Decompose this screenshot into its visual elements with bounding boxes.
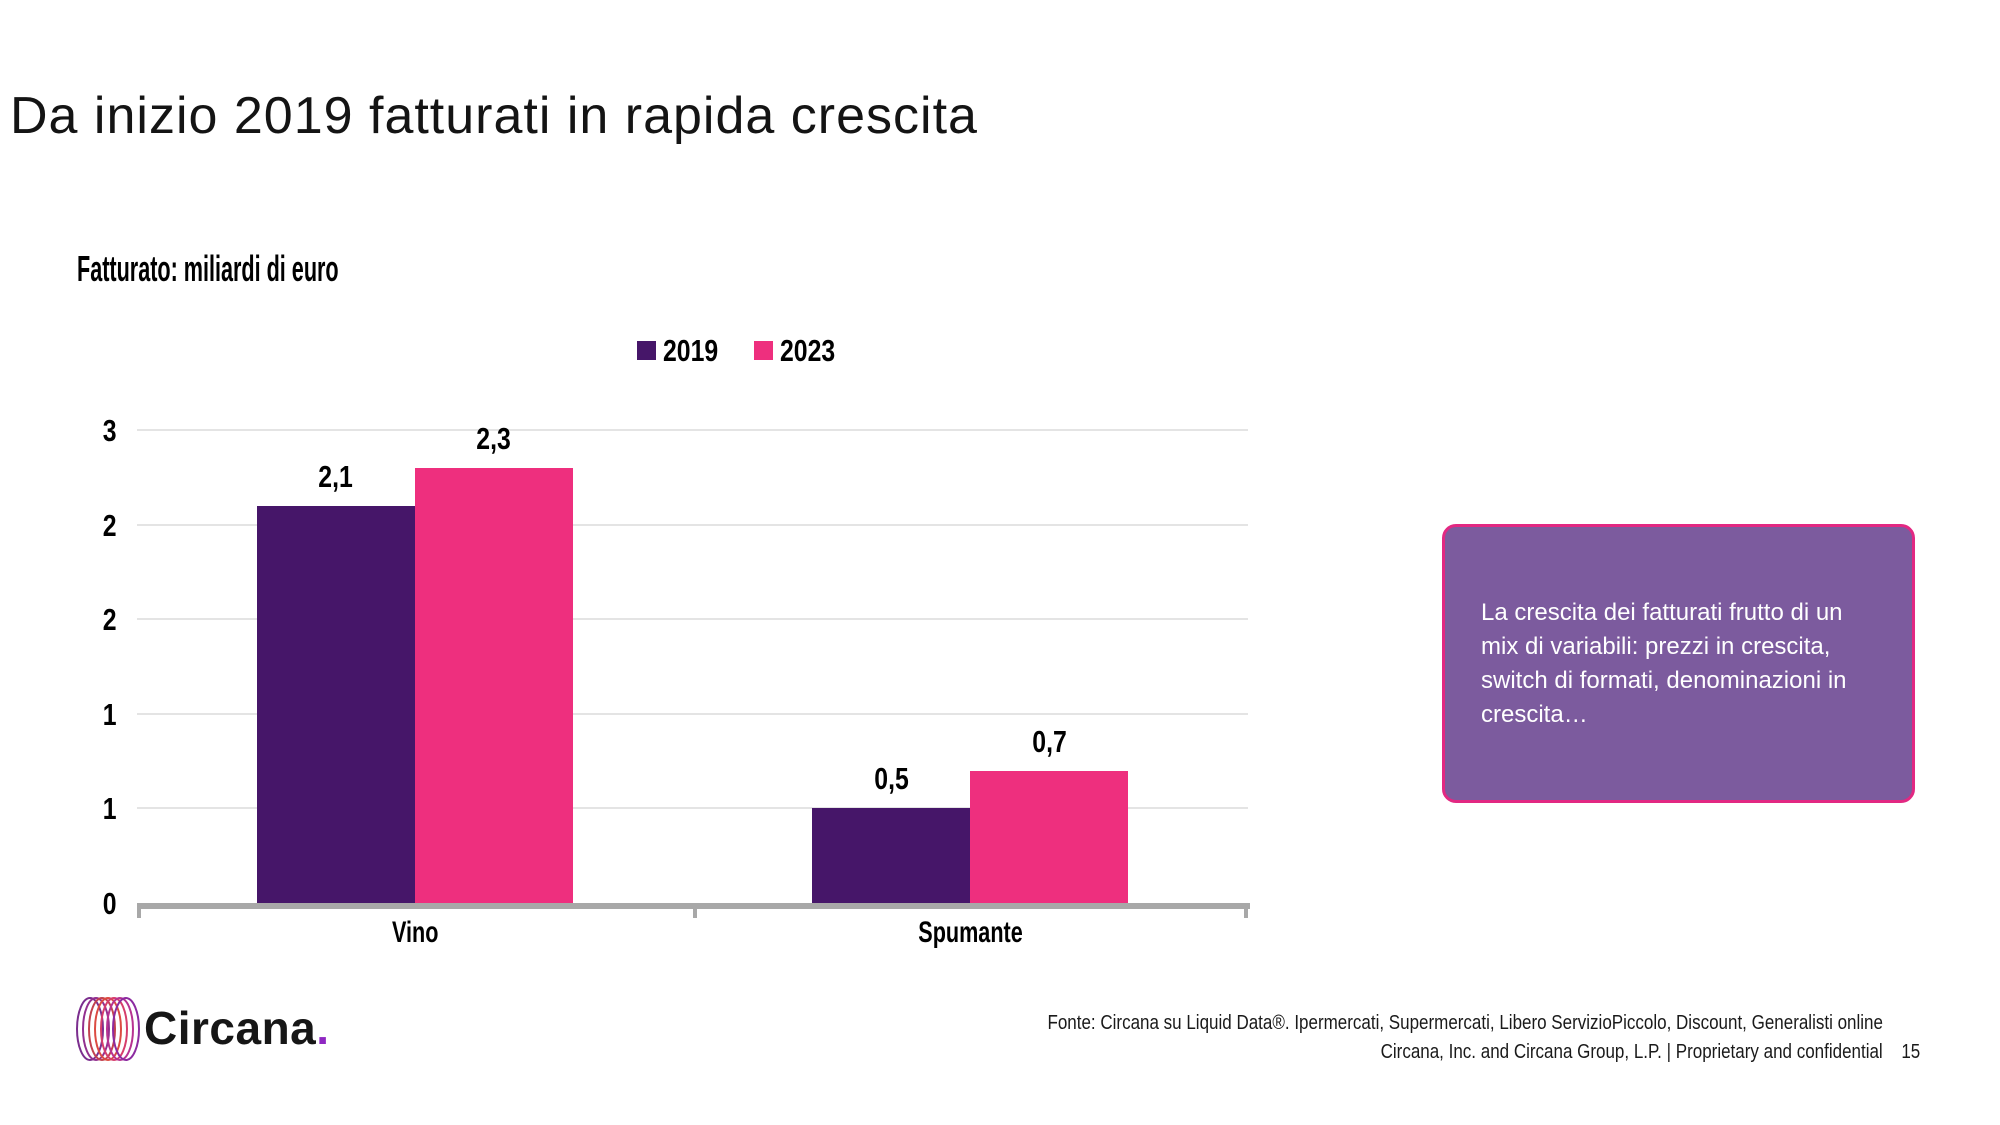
gridline bbox=[137, 618, 1248, 621]
legend-swatch-2019 bbox=[637, 341, 656, 360]
legend-label-2023: 2023 bbox=[779, 333, 836, 368]
y-axis-tick-label: 1 bbox=[102, 791, 117, 827]
gridline bbox=[137, 712, 1248, 715]
bar-2023-spumante bbox=[970, 771, 1129, 903]
gridline bbox=[137, 523, 1248, 526]
category-label-spumante: Spumante bbox=[918, 916, 1023, 949]
gridline bbox=[137, 807, 1248, 810]
y-axis-tick-label: 1 bbox=[102, 696, 117, 732]
bar-value-label: 0,5 bbox=[873, 761, 909, 796]
bar-2019-vino bbox=[256, 506, 415, 903]
x-axis-tick bbox=[1244, 909, 1248, 918]
y-axis-tick-label: 3 bbox=[102, 413, 117, 448]
circana-logo-icon bbox=[76, 997, 140, 1061]
plot-area: 2,1 2,3 0,5 0,7 bbox=[137, 423, 1248, 903]
bar-value-label: 0,7 bbox=[1031, 724, 1067, 759]
y-axis-tick-label: 2 bbox=[102, 507, 117, 543]
circana-logo: Circana. bbox=[76, 992, 330, 1064]
legend-label-2019: 2019 bbox=[663, 333, 719, 368]
category-label-vino: Vino bbox=[391, 916, 438, 949]
chart-subtitle: Fatturato: miliardi di euro bbox=[77, 248, 513, 290]
x-axis-tick bbox=[137, 909, 141, 918]
legend-item-2019: 2019 bbox=[637, 335, 732, 366]
footer-source-line: Fonte: Circana su Liquid Data®. Ipermerc… bbox=[1047, 1012, 1883, 1034]
slide-title: Da inizio 2019 fatturati in rapida cresc… bbox=[10, 87, 978, 145]
bar-value-label: 2,1 bbox=[318, 459, 353, 494]
page-number: 15 bbox=[1901, 1041, 1921, 1063]
y-axis-tick-label: 0 bbox=[102, 886, 117, 921]
legend-item-2023: 2023 bbox=[753, 333, 849, 368]
bar-2023-vino bbox=[414, 468, 573, 903]
circana-logo-dot: . bbox=[316, 1002, 330, 1054]
callout-box: La crescita dei fatturati frutto di un m… bbox=[1442, 524, 1915, 803]
legend-swatch-2023 bbox=[753, 341, 773, 360]
footer-legal-line: Circana, Inc. and Circana Group, L.P. | … bbox=[1380, 1041, 1883, 1063]
bar-2019-spumante bbox=[812, 808, 971, 903]
y-axis-tick-label: 2 bbox=[102, 602, 117, 638]
circana-logo-text: Circana. bbox=[144, 1002, 330, 1054]
x-axis-line bbox=[137, 903, 1250, 918]
chart-subtitle-text: Fatturato: miliardi di euro bbox=[77, 248, 339, 289]
x-axis-tick bbox=[692, 909, 697, 918]
bar-value-label: 2,3 bbox=[476, 421, 511, 456]
chart-legend: 2019 2023 bbox=[637, 335, 849, 366]
gridline bbox=[137, 429, 1248, 431]
callout-text: La crescita dei fatturati frutto di un m… bbox=[1481, 598, 1847, 728]
